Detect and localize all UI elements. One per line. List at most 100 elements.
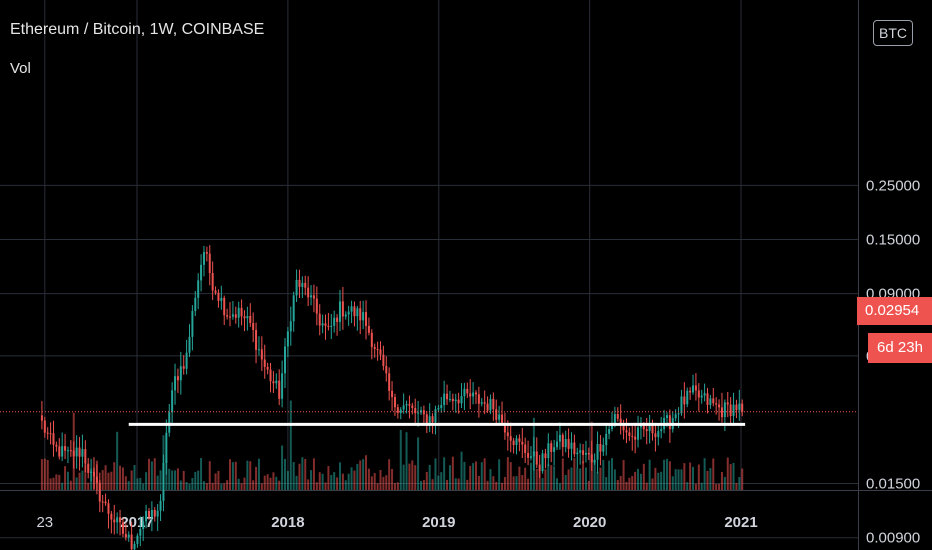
y-tick-label: 0.15000 xyxy=(866,231,920,248)
candle-body xyxy=(255,329,258,350)
volume-bar xyxy=(312,458,315,490)
volume-bar xyxy=(527,478,530,490)
candle-body xyxy=(142,521,145,530)
candle-body xyxy=(535,451,538,465)
candles xyxy=(40,245,744,550)
candle-body xyxy=(119,517,122,523)
candle-body xyxy=(272,381,275,384)
candle-body xyxy=(200,264,203,281)
candle-body xyxy=(66,450,69,452)
volume-bar xyxy=(315,482,318,490)
volume-bar xyxy=(336,477,339,490)
volume-bar xyxy=(466,479,469,490)
volume-bar xyxy=(553,466,556,490)
volume-indicator-label[interactable]: Vol xyxy=(10,60,31,77)
volume-bar xyxy=(489,469,492,490)
y-tick-label: 0.01500 xyxy=(866,476,920,493)
volume-bar xyxy=(642,463,645,490)
candle-body xyxy=(295,279,298,296)
volume-bar xyxy=(610,458,613,490)
volume-bar xyxy=(382,476,385,490)
candle-body xyxy=(408,404,411,406)
candle-body xyxy=(703,393,706,396)
candle-body xyxy=(93,471,96,477)
volume-bar xyxy=(665,458,668,490)
candle-body xyxy=(356,308,359,317)
volume-bar xyxy=(425,471,428,490)
volume-bar xyxy=(202,481,205,490)
volume-bar xyxy=(440,472,443,490)
candle-body xyxy=(338,301,341,322)
x-tick-label: 23 xyxy=(36,514,53,531)
candle-body xyxy=(732,404,735,417)
volume-bar xyxy=(660,471,663,490)
candle-body xyxy=(648,422,651,432)
candle-body xyxy=(72,450,75,457)
candle-body xyxy=(420,410,423,413)
x-tick-label: 2018 xyxy=(271,514,304,531)
volume-bar xyxy=(503,476,506,490)
volume-bar xyxy=(376,483,379,490)
candle-body xyxy=(584,453,587,455)
candle-body xyxy=(715,403,718,405)
volume-bar xyxy=(231,462,234,490)
candle-body xyxy=(405,404,408,406)
volume-bar xyxy=(735,483,738,490)
candle-body xyxy=(573,442,576,455)
volume-bar xyxy=(321,473,324,490)
volume-bar xyxy=(107,472,110,490)
volume-bar xyxy=(573,458,576,490)
volume-bar xyxy=(84,464,87,490)
volume-bar xyxy=(399,429,402,490)
volume-bar xyxy=(529,462,532,490)
currency-button[interactable]: BTC xyxy=(873,20,913,46)
volume-bar xyxy=(680,469,683,490)
volume-bar xyxy=(616,480,619,490)
volume-bar xyxy=(700,482,703,490)
volume-bar xyxy=(570,467,573,490)
candle-body xyxy=(283,346,286,374)
volume-bar xyxy=(327,466,330,490)
volume-bar xyxy=(402,464,405,490)
candle-body xyxy=(422,410,425,415)
volume-bar xyxy=(729,464,732,490)
candle-body xyxy=(506,432,509,437)
volume-bar xyxy=(414,465,417,490)
candle-body xyxy=(269,369,272,382)
volume-bar xyxy=(408,463,411,490)
candle-body xyxy=(165,432,168,463)
candle-body xyxy=(318,313,321,326)
volume-bar xyxy=(613,469,616,490)
candle-body xyxy=(723,402,726,418)
candle-body xyxy=(257,349,260,351)
volume-bar xyxy=(110,471,113,490)
volume-bar xyxy=(709,468,712,490)
candle-body xyxy=(43,420,46,433)
volume-bar xyxy=(671,476,674,490)
volume-bar xyxy=(252,480,255,490)
candle-body xyxy=(330,325,333,327)
volume-bar xyxy=(663,459,666,490)
candle-body xyxy=(171,390,174,413)
candle-body xyxy=(610,425,613,429)
volume-bar xyxy=(191,478,194,490)
candle-body xyxy=(425,414,428,424)
candle-body xyxy=(301,282,304,287)
candle-body xyxy=(593,459,596,463)
volume-bar xyxy=(556,478,559,490)
candle-body xyxy=(564,439,567,448)
volume-bar xyxy=(738,476,741,490)
volume-bar xyxy=(142,483,145,490)
volume-bar xyxy=(524,467,527,490)
volume-bar xyxy=(101,470,104,490)
volume-bar xyxy=(625,481,628,490)
candle-body xyxy=(266,366,269,370)
candle-body xyxy=(553,447,556,452)
candle-body xyxy=(660,429,663,432)
candle-body xyxy=(622,423,625,431)
candle-body xyxy=(49,433,52,435)
candle-body xyxy=(451,398,454,402)
volume-bar xyxy=(289,400,292,490)
